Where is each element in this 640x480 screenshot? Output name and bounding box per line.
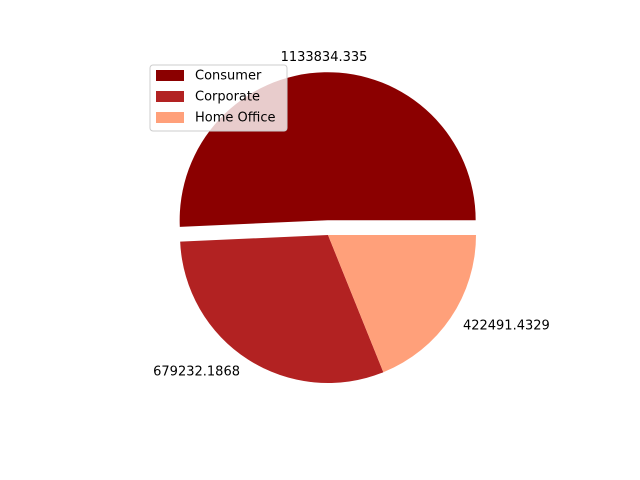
legend-swatch-home-office <box>156 112 184 123</box>
legend-swatch-corporate <box>156 91 184 102</box>
legend-label-home-office: Home Office <box>195 111 275 126</box>
pie-slice-home-office <box>328 235 476 373</box>
pie-value-labels: 1133834.335 679232.1868 422491.4329 <box>153 50 550 380</box>
legend-label-consumer: Consumer <box>195 69 262 84</box>
pie-value-label-corporate: 679232.1868 <box>153 364 240 379</box>
pie-value-label-consumer: 1133834.335 <box>281 50 368 65</box>
legend-label-corporate: Corporate <box>195 90 260 105</box>
legend-swatch-consumer <box>156 70 184 81</box>
pie-slice-corporate <box>180 235 384 383</box>
legend-frame <box>149 64 288 132</box>
legend: Consumer Corporate Home Office <box>149 64 288 132</box>
pie-value-label-home-office: 422491.4329 <box>463 319 550 334</box>
